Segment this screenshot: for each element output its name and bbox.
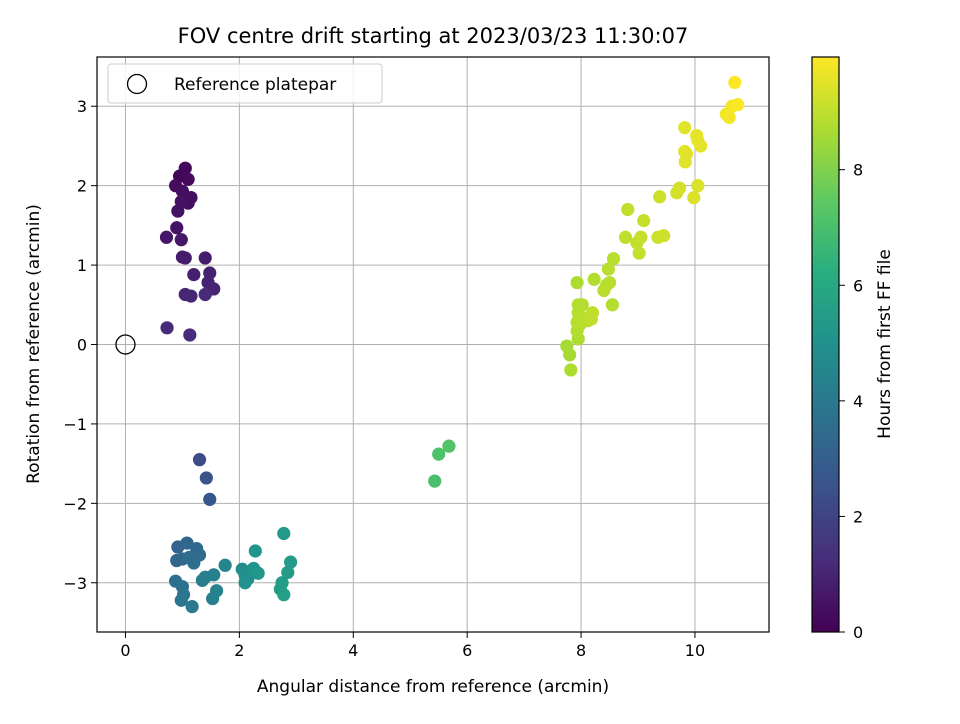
x-tick-label: 0: [120, 641, 130, 660]
x-axis-label: Angular distance from reference (arcmin): [257, 677, 609, 697]
data-point: [691, 179, 705, 193]
data-point: [174, 233, 188, 247]
data-point: [621, 202, 635, 217]
data-point: [570, 275, 584, 290]
legend: Reference platepar: [107, 63, 383, 104]
data-point: [178, 251, 192, 265]
data-point: [281, 565, 295, 580]
data-point: [728, 75, 742, 90]
data-point: [687, 190, 701, 205]
data-point: [691, 133, 705, 147]
data-point: [182, 550, 196, 564]
data-point: [183, 328, 197, 342]
data-point: [606, 252, 621, 266]
data-point: [679, 147, 694, 161]
data-point: [192, 453, 207, 467]
data-point: [206, 592, 220, 606]
data-points: [159, 75, 745, 614]
y-tick-label: 0: [77, 336, 87, 355]
y-axis-ticks: −3 −2 −1 0 1 2 3: [63, 97, 97, 593]
legend-entry-label: Reference platepar: [174, 75, 336, 95]
data-point: [653, 190, 667, 204]
data-point: [203, 492, 217, 506]
y-axis-label: Rotation from reference (arcmin): [24, 204, 44, 484]
data-point: [575, 298, 589, 312]
data-point: [602, 275, 617, 290]
data-point: [632, 246, 646, 260]
data-point: [563, 348, 577, 362]
x-tick-label: 4: [348, 641, 358, 660]
x-tick-label: 10: [685, 641, 705, 660]
colorbar-tick-label: 8: [853, 161, 863, 180]
data-point: [731, 98, 745, 112]
data-point: [218, 558, 232, 572]
data-point: [159, 230, 174, 244]
x-tick-label: 8: [576, 641, 586, 660]
data-point: [174, 593, 188, 607]
data-point: [160, 321, 174, 335]
colorbar-fill: [812, 57, 839, 632]
data-point: [672, 181, 687, 195]
x-tick-label: 6: [462, 641, 472, 660]
data-point: [184, 289, 198, 303]
x-axis-ticks: 0 2 4 6 8 10: [120, 632, 705, 660]
data-point: [185, 599, 199, 614]
data-point: [170, 221, 184, 235]
data-point: [637, 214, 651, 228]
data-point: [180, 536, 194, 550]
y-tick-label: −3: [63, 574, 87, 593]
colorbar-tick-label: 2: [853, 507, 863, 526]
data-point: [199, 471, 213, 485]
colorbar-tick-label: 6: [853, 276, 863, 295]
colorbar-label: Hours from first FF file: [875, 249, 895, 439]
y-tick-label: 1: [77, 256, 87, 275]
reference-platepar-marker: [115, 334, 136, 355]
data-point: [198, 287, 212, 302]
colorbar-tick-label: 0: [853, 623, 863, 642]
data-point: [564, 363, 578, 377]
data-point: [170, 553, 184, 568]
data-point: [722, 110, 736, 124]
data-point: [634, 230, 648, 244]
colorbar-ticks: 0 2 4 6 8: [839, 161, 863, 642]
data-point: [187, 268, 201, 282]
colorbar-tick-label: 4: [853, 392, 863, 411]
y-tick-label: −2: [63, 494, 87, 513]
data-point: [171, 204, 185, 218]
data-point: [442, 439, 456, 453]
data-point: [601, 262, 616, 276]
y-tick-label: 2: [77, 177, 87, 196]
x-tick-label: 2: [234, 641, 244, 660]
data-point: [605, 298, 619, 312]
colorbar-frame: [811, 56, 840, 633]
data-point: [587, 272, 601, 286]
data-point: [678, 121, 692, 135]
data-point: [198, 251, 212, 265]
legend-box: [107, 63, 383, 104]
data-point: [277, 526, 291, 541]
data-point: [251, 566, 265, 580]
data-point: [238, 576, 252, 590]
data-point: [248, 544, 262, 558]
data-point: [284, 555, 298, 569]
data-point: [207, 568, 221, 582]
chart-title: FOV centre drift starting at 2023/03/23 …: [178, 24, 689, 48]
data-point: [428, 474, 442, 488]
y-tick-label: −1: [63, 415, 87, 434]
reference-marker-layer: [115, 334, 136, 355]
colorbar: 0 2 4 6 8 Hours from first FF file: [811, 56, 895, 642]
data-point: [277, 588, 291, 602]
data-point: [585, 306, 600, 320]
data-point: [618, 230, 633, 244]
legend-reference-marker: [126, 73, 148, 95]
data-point: [432, 447, 446, 461]
data-point: [657, 229, 671, 243]
y-tick-label: 3: [77, 97, 87, 116]
